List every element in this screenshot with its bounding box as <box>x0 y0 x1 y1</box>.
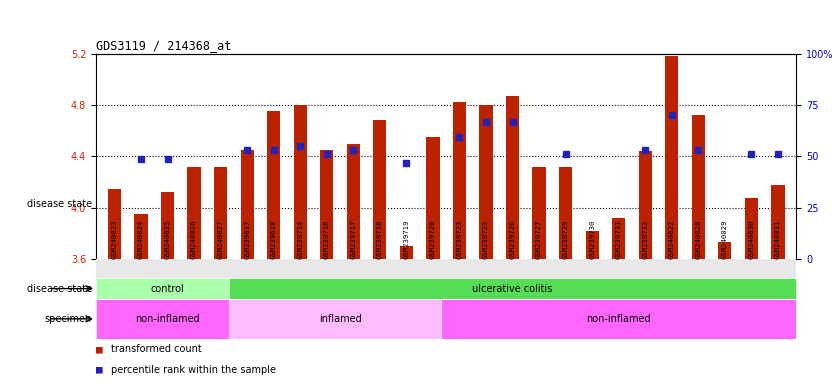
Text: GSM239725: GSM239725 <box>483 220 489 259</box>
Text: GSM239731: GSM239731 <box>615 220 621 259</box>
Bar <box>240 150 254 259</box>
Text: disease state: disease state <box>27 199 92 209</box>
Text: inflamed: inflamed <box>319 314 361 324</box>
Text: GSM239720: GSM239720 <box>430 220 436 259</box>
Text: GSM240023: GSM240023 <box>112 220 118 259</box>
Bar <box>347 144 360 259</box>
Bar <box>441 299 796 339</box>
Text: GSM240029: GSM240029 <box>721 220 728 259</box>
Text: GSM239723: GSM239723 <box>456 220 463 259</box>
Bar <box>320 150 334 259</box>
Bar <box>745 197 758 259</box>
Bar <box>480 105 493 259</box>
Text: GSM239729: GSM239729 <box>563 220 569 259</box>
Bar <box>108 189 121 259</box>
Bar <box>188 167 201 259</box>
Bar <box>161 192 174 259</box>
Text: non-inflamed: non-inflamed <box>135 314 200 324</box>
Bar <box>666 56 678 259</box>
Bar <box>612 218 626 259</box>
Text: GDS3119 / 214368_at: GDS3119 / 214368_at <box>96 40 231 52</box>
Bar <box>691 115 705 259</box>
Text: non-inflamed: non-inflamed <box>586 314 651 324</box>
Text: disease state: disease state <box>27 284 92 294</box>
Text: GSM239726: GSM239726 <box>510 220 515 259</box>
Bar <box>506 96 519 259</box>
Bar <box>134 214 148 259</box>
Bar <box>532 167 545 259</box>
Text: GSM240031: GSM240031 <box>775 220 781 259</box>
Text: GSM239727: GSM239727 <box>536 220 542 259</box>
Text: transformed count: transformed count <box>111 344 202 354</box>
Text: GSM240027: GSM240027 <box>218 220 224 259</box>
Bar <box>214 167 227 259</box>
Text: GSM240024: GSM240024 <box>138 220 144 259</box>
Text: GSM239617: GSM239617 <box>244 220 250 259</box>
Bar <box>718 242 731 259</box>
Text: control: control <box>151 284 184 294</box>
Bar <box>96 278 239 299</box>
Bar <box>771 185 785 259</box>
Bar <box>639 151 652 259</box>
Bar <box>96 299 239 339</box>
Bar <box>229 299 451 339</box>
Text: GSM239717: GSM239717 <box>350 220 356 259</box>
Bar <box>559 167 572 259</box>
Bar <box>399 247 413 259</box>
Text: GSM240025: GSM240025 <box>164 220 171 259</box>
Bar <box>294 105 307 259</box>
Text: GSM239714: GSM239714 <box>297 220 304 259</box>
Bar <box>585 231 599 259</box>
Text: ■: ■ <box>96 365 109 375</box>
Text: ulcerative colitis: ulcerative colitis <box>472 284 553 294</box>
Bar <box>267 111 280 259</box>
Text: GSM240022: GSM240022 <box>669 220 675 259</box>
Text: GSM239716: GSM239716 <box>324 220 329 259</box>
Text: GSM239718: GSM239718 <box>377 220 383 259</box>
Text: GSM239618: GSM239618 <box>271 220 277 259</box>
Text: GSM240026: GSM240026 <box>191 220 197 259</box>
Text: specimen: specimen <box>44 314 92 324</box>
Text: GSM239732: GSM239732 <box>642 220 648 259</box>
Bar <box>373 121 386 259</box>
Text: GSM240030: GSM240030 <box>748 220 755 259</box>
Text: GSM239719: GSM239719 <box>404 220 409 259</box>
Text: GSM239730: GSM239730 <box>589 220 595 259</box>
Bar <box>426 137 440 259</box>
Bar <box>453 103 466 259</box>
Text: GSM240028: GSM240028 <box>696 220 701 259</box>
Text: percentile rank within the sample: percentile rank within the sample <box>111 365 276 375</box>
Bar <box>229 278 796 299</box>
Text: ■: ■ <box>96 344 109 354</box>
